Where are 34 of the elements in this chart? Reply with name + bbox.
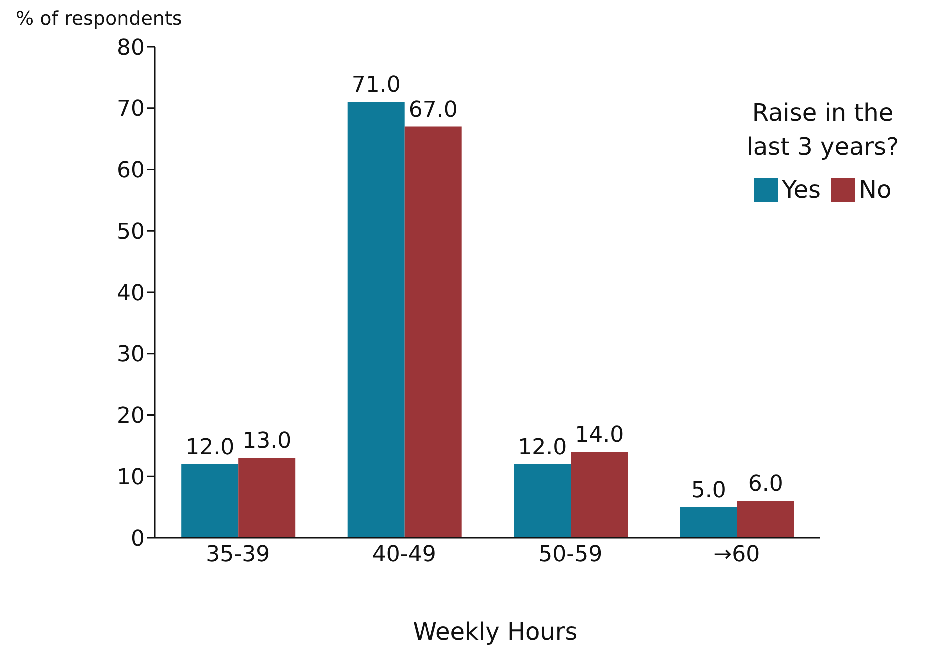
data-label: 71.0 (352, 73, 401, 98)
bar (238, 458, 296, 538)
bar (514, 464, 572, 538)
bar (680, 507, 738, 538)
bar (571, 452, 628, 538)
bar (737, 501, 794, 538)
data-label: 13.0 (242, 429, 292, 454)
y-tick-label: 60 (117, 158, 145, 184)
data-label: 6.0 (748, 472, 784, 498)
legend-label: No (859, 176, 892, 204)
data-label: 12.0 (186, 435, 235, 460)
legend-title: Raise in the last 3 years? (746, 98, 900, 163)
y-tick-label: 30 (117, 342, 145, 368)
data-label: 12.0 (518, 435, 568, 460)
bar (404, 126, 462, 538)
x-tick-label: 35-39 (206, 542, 270, 568)
x-tick-label: 50-59 (538, 542, 603, 568)
bar (182, 464, 239, 538)
y-axis-title: % of respondents (16, 8, 182, 30)
y-tick-label: 80 (117, 36, 145, 61)
y-tick-label: 40 (117, 281, 145, 306)
y-tick-label: 0 (131, 526, 145, 552)
y-tick-label: 10 (117, 465, 145, 490)
legend-label: Yes (782, 176, 822, 204)
x-tick-label: →60 (714, 542, 760, 568)
data-label: 67.0 (408, 98, 458, 123)
bar (348, 102, 405, 538)
data-label: 14.0 (575, 423, 624, 448)
y-tick-label: 20 (117, 404, 145, 430)
y-tick-label: 70 (117, 97, 145, 122)
y-tick-label: 50 (117, 220, 145, 245)
data-label: 5.0 (691, 478, 726, 504)
x-axis-title: Weekly Hours (412, 618, 579, 646)
x-tick-label: 40-49 (372, 542, 436, 568)
